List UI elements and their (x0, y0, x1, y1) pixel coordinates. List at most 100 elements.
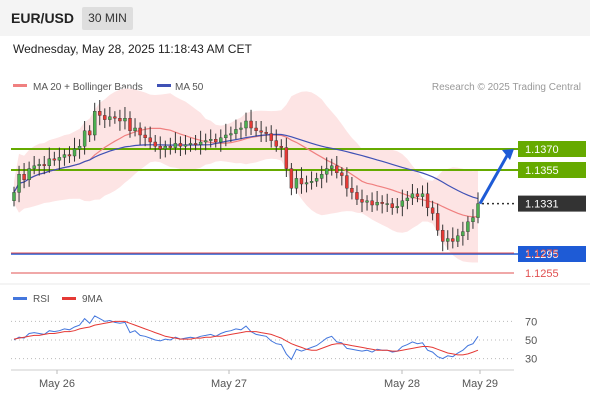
candle-body (440, 229, 445, 242)
candle-body (365, 200, 369, 203)
candle-body (22, 173, 26, 180)
candle-body (466, 221, 470, 232)
candle-body (350, 187, 354, 193)
timeframe-button[interactable]: 30 MIN (82, 7, 133, 30)
candle-body (27, 168, 31, 181)
candle-body (62, 154, 67, 158)
x-tick-label: May 28 (384, 378, 420, 390)
candle-body (435, 213, 440, 231)
resistance-label-bg (518, 141, 586, 157)
candle-body (37, 164, 41, 166)
candle-body (254, 127, 258, 131)
candle-body (476, 203, 480, 218)
candle-body (198, 141, 203, 145)
candle-body (314, 178, 319, 182)
rsi-pane: 70 50 30 (11, 315, 537, 366)
x-tick-label: May 27 (211, 378, 247, 390)
candle-body (380, 201, 384, 204)
candle-body (203, 140, 208, 143)
candle-body (259, 130, 263, 133)
candle-body (148, 137, 152, 143)
candle-body (118, 117, 122, 122)
source-credit: Research © 2025 Trading Central (432, 82, 581, 93)
x-tick-label: May 29 (462, 378, 498, 390)
ma20-legend-label: MA 20 + Bollinger Bands (33, 82, 143, 93)
candle-body (471, 217, 475, 223)
candle-body (405, 197, 410, 201)
candle-body (72, 148, 77, 157)
symbol-title: EUR/USD (11, 10, 75, 26)
candle-body (163, 145, 168, 150)
forecast-arrowhead (502, 149, 514, 160)
candle-body (279, 145, 284, 148)
ma50-legend-label: MA 50 (175, 82, 204, 93)
candle-body (17, 173, 21, 193)
candle-body (178, 143, 183, 147)
x-tick-label: May 26 (39, 378, 75, 390)
candle-body (98, 110, 102, 116)
candle-body (385, 203, 389, 205)
candle-body (451, 238, 455, 242)
candle-body (309, 180, 314, 183)
candle-body (415, 193, 420, 197)
rsi-tick-label: 30 (525, 354, 537, 366)
resistance-label: 1.1370 (525, 144, 559, 156)
candle-body (153, 141, 157, 147)
candle-body (143, 134, 147, 138)
candle-body (289, 168, 294, 189)
candle-body (390, 203, 394, 209)
minor-support-label: 1.1275 (525, 248, 559, 260)
resistance-label: 1.1355 (525, 165, 559, 177)
candle-body (446, 238, 450, 242)
candle-body (77, 145, 82, 150)
candle-body (168, 145, 173, 148)
candle-body (269, 133, 273, 141)
candle-body (158, 145, 162, 150)
rsi-legend-label: RSI (33, 294, 50, 305)
candle-body (52, 158, 57, 161)
ma50-line (13, 133, 479, 200)
candle-body (183, 144, 188, 147)
rsi-ma-legend-label: 9MA (82, 294, 103, 305)
support-label: 1.1295 (525, 249, 559, 261)
current-price-label: 1.1331 (525, 199, 559, 211)
rsi-tick-label: 70 (525, 316, 537, 328)
resistance-label-bg (518, 162, 586, 178)
candle-body (410, 193, 415, 199)
candle-body (123, 117, 127, 122)
candle-body (340, 172, 344, 176)
candle-body (82, 130, 87, 147)
candle-body (294, 178, 299, 189)
candle-body (133, 127, 137, 131)
candle-body (430, 207, 435, 214)
candle-body (224, 134, 228, 138)
candle-body (103, 115, 107, 120)
candle-body (173, 143, 178, 148)
candle-body (400, 200, 405, 207)
candle-body (188, 143, 193, 145)
candle-body (284, 147, 289, 169)
candle-body (57, 157, 62, 161)
rsi-legend-swatch (13, 297, 27, 300)
candle-body (304, 182, 309, 185)
candle-body (219, 137, 223, 143)
candle-body (138, 127, 142, 136)
candle-body (47, 158, 52, 167)
timestamp: Wednesday, May 28, 2025 11:18:43 AM CET (13, 42, 252, 56)
ma20-line (13, 127, 479, 218)
candle-body (42, 164, 46, 166)
ma20-legend-swatch (13, 84, 27, 87)
candle-body (87, 130, 92, 136)
candle-body (214, 138, 218, 143)
forecast-arrow (478, 153, 510, 205)
candle-body (229, 133, 233, 136)
candle-body (32, 165, 36, 169)
candle-body (234, 129, 238, 134)
minor-support-label: 1.1255 (525, 268, 559, 280)
candle-body (239, 127, 243, 130)
candle-body (264, 131, 268, 134)
candle-body (355, 192, 359, 200)
